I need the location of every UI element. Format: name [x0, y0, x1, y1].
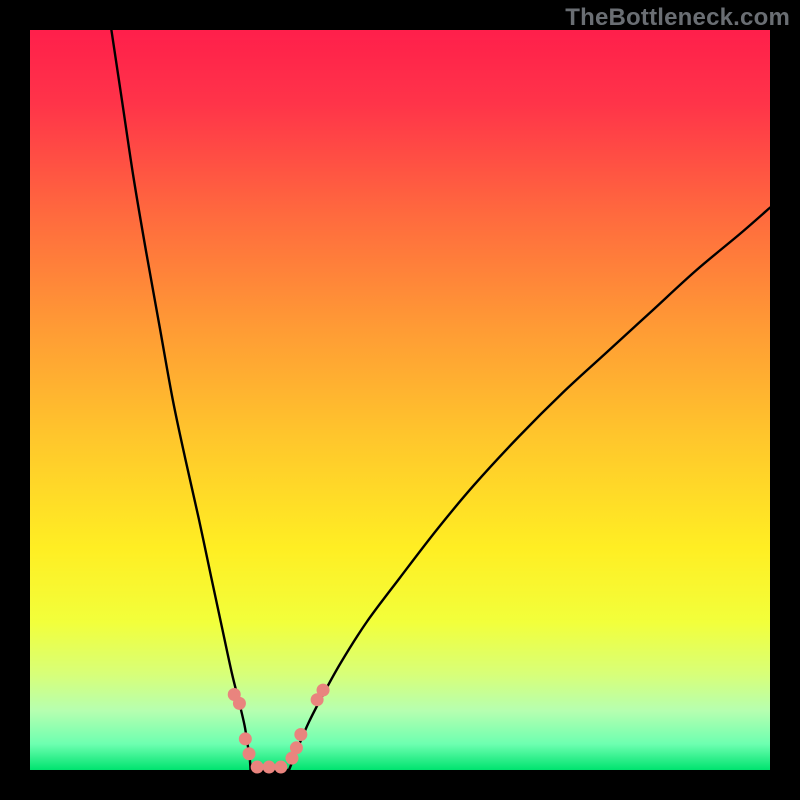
watermark-text: TheBottleneck.com — [565, 4, 790, 32]
data-marker — [274, 761, 287, 774]
chart-svg — [0, 0, 800, 800]
plot-background — [30, 30, 770, 770]
data-marker — [290, 741, 303, 754]
chart-stage: TheBottleneck.com — [0, 0, 800, 800]
data-marker — [233, 697, 246, 710]
data-marker — [243, 747, 256, 760]
plot-area — [30, 30, 770, 774]
data-marker — [263, 761, 276, 774]
data-marker — [294, 728, 307, 741]
data-marker — [317, 684, 330, 697]
data-marker — [251, 761, 264, 774]
data-marker — [239, 732, 252, 745]
